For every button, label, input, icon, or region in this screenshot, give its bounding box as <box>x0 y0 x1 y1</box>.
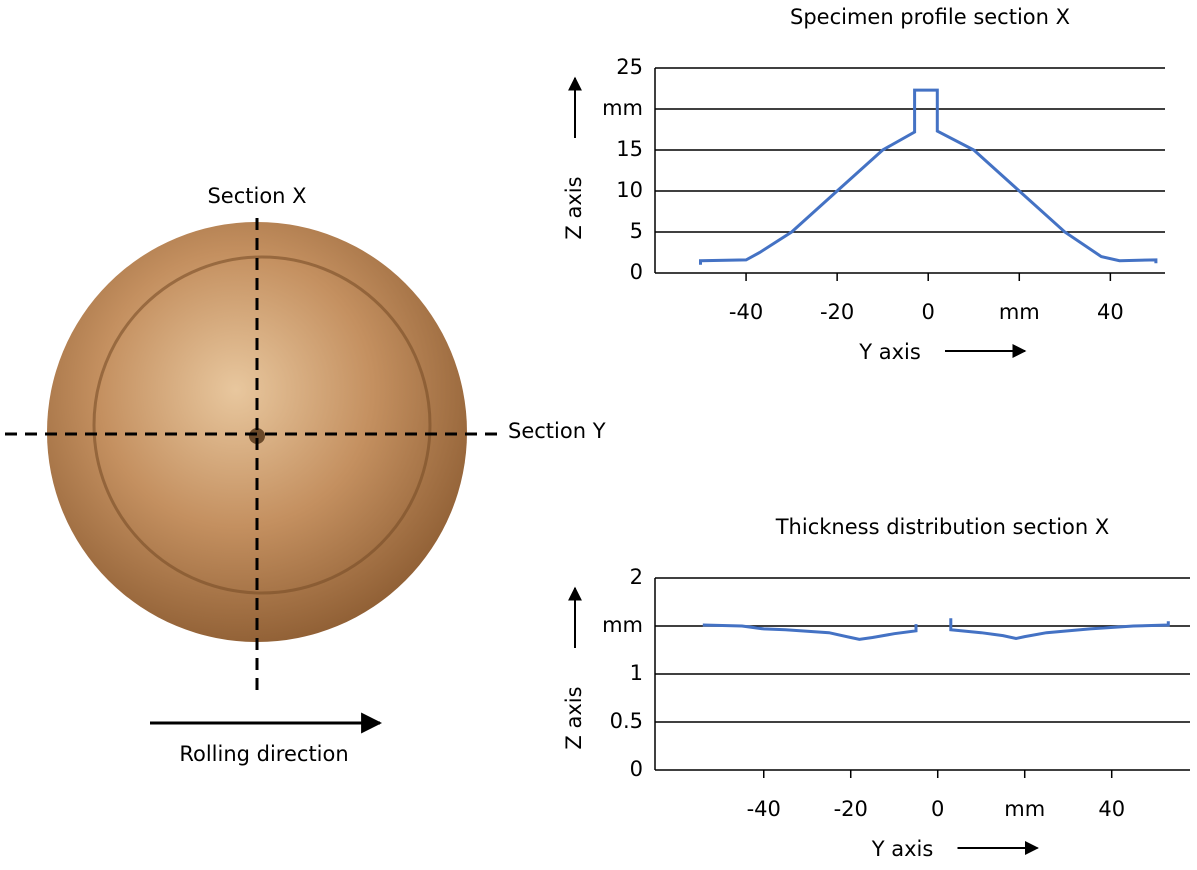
x-tick-label: 40 <box>1097 300 1124 324</box>
x-tick-label: -20 <box>820 300 854 324</box>
y-tick-label: 0 <box>630 757 643 781</box>
data-line <box>701 90 1156 265</box>
x-axis-label: Y axis <box>871 837 934 861</box>
rolling-label: Rolling direction <box>179 742 348 766</box>
data-line <box>703 618 1169 639</box>
y-tick-label: 0 <box>630 260 643 284</box>
section-x-label: Section X <box>207 184 306 208</box>
x-tick-label: 40 <box>1098 797 1125 821</box>
chart-title: Thickness distribution section X <box>775 515 1110 539</box>
x-tick-label: -20 <box>834 797 868 821</box>
y-tick-label: 5 <box>630 219 643 243</box>
x-axis-label: Y axis <box>858 340 921 364</box>
x-tick-label: mm <box>999 300 1040 324</box>
x-tick-label: 0 <box>922 300 935 324</box>
y-tick-label: 15 <box>616 137 643 161</box>
y-tick-label: 1 <box>630 661 643 685</box>
section-y-label: Section Y <box>508 419 606 443</box>
y-tick-label: 10 <box>616 178 643 202</box>
y-axis-label: Z axis <box>562 176 586 239</box>
figure: Section X Section Y Rolling direction Sp… <box>0 0 1197 870</box>
y-tick-label: 0.5 <box>610 709 643 733</box>
y-tick-label: 2 <box>630 565 643 589</box>
y-tick-label: mm <box>602 96 643 120</box>
x-tick-label: mm <box>1004 797 1045 821</box>
y-tick-label: mm <box>602 613 643 637</box>
y-tick-label: 25 <box>616 55 643 79</box>
y-axis-label: Z axis <box>562 686 586 749</box>
x-tick-label: -40 <box>729 300 763 324</box>
chart-title: Specimen profile section X <box>790 5 1070 29</box>
x-tick-label: 0 <box>931 797 944 821</box>
specimen-photo: Section X Section Y Rolling direction <box>5 184 606 766</box>
x-tick-label: -40 <box>747 797 781 821</box>
